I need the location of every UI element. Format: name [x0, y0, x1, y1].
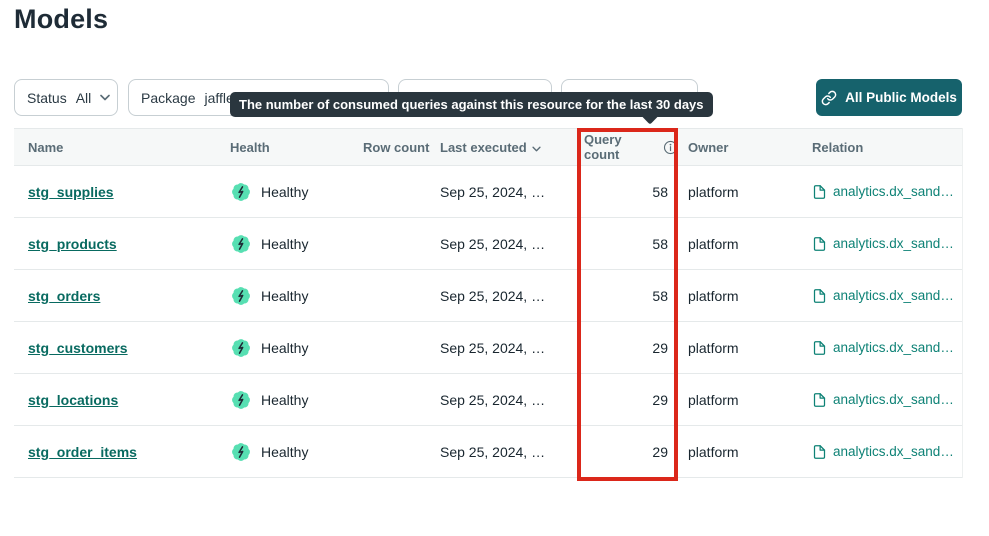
relation-link[interactable]: analytics.dx_sand… [833, 184, 954, 199]
sort-chevron-icon [532, 146, 541, 152]
header-name: Name [28, 139, 64, 155]
query-count-tooltip: The number of consumed queries against t… [230, 92, 713, 117]
status-filter-label: Status [27, 89, 67, 106]
model-name-link[interactable]: stg_orders [28, 287, 101, 304]
last-executed-value: Sep 25, 2024, … [440, 391, 546, 408]
query-count-value: 29 [652, 443, 668, 460]
health-status-label: Healthy [261, 391, 309, 408]
header-last-executed-label: Last executed [440, 139, 527, 155]
relation-link[interactable]: analytics.dx_sand… [833, 340, 954, 355]
model-name-link[interactable]: stg_supplies [28, 183, 114, 200]
health-badge-icon [230, 233, 252, 255]
document-icon [812, 236, 827, 252]
query-count-value: 58 [652, 287, 668, 304]
relation-link[interactable]: analytics.dx_sand… [833, 392, 954, 407]
owner-value: platform [688, 183, 739, 200]
table-body: stg_supplies Healthy Sep 25, 2024, … 58 … [14, 166, 962, 478]
health-badge-icon [230, 285, 252, 307]
health-badge-icon [230, 181, 252, 203]
document-icon [812, 184, 827, 200]
table-row: stg_products Healthy Sep 25, 2024, … 58 … [14, 218, 962, 270]
table-row: stg_supplies Healthy Sep 25, 2024, … 58 … [14, 166, 962, 218]
relation-link[interactable]: analytics.dx_sand… [833, 288, 954, 303]
relation-link[interactable]: analytics.dx_sand… [833, 444, 954, 459]
model-name-link[interactable]: stg_customers [28, 339, 128, 356]
header-row-count: Row count [363, 139, 430, 155]
header-owner: Owner [688, 139, 729, 155]
header-last-executed[interactable]: Last executed [440, 140, 584, 155]
owner-value: platform [688, 287, 739, 304]
status-filter-value: All [75, 89, 92, 106]
header-query-count-label: Query count [584, 132, 622, 162]
all-public-models-label: All Public Models [845, 90, 957, 105]
owner-value: platform [688, 235, 739, 252]
model-name-link[interactable]: stg_order_items [28, 443, 137, 460]
health-status-label: Healthy [261, 287, 309, 304]
status-filter[interactable]: Status All [14, 79, 118, 116]
health-badge-icon [230, 441, 252, 463]
model-name-link[interactable]: stg_locations [28, 391, 119, 408]
document-icon [812, 392, 827, 408]
health-status-label: Healthy [261, 443, 309, 460]
page-title: Models [14, 4, 109, 34]
document-icon [812, 288, 827, 304]
table-row: stg_orders Healthy Sep 25, 2024, … 58 pl… [14, 270, 962, 322]
owner-value: platform [688, 339, 739, 356]
header-relation: Relation [812, 139, 864, 155]
relation-link[interactable]: analytics.dx_sand… [833, 236, 954, 251]
last-executed-value: Sep 25, 2024, … [440, 443, 546, 460]
table-row: stg_customers Healthy Sep 25, 2024, … 29… [14, 322, 962, 374]
table-row: stg_order_items Healthy Sep 25, 2024, … … [14, 426, 962, 478]
query-count-value: 29 [652, 339, 668, 356]
last-executed-value: Sep 25, 2024, … [440, 183, 546, 200]
chevron-down-icon [100, 94, 111, 101]
owner-value: platform [688, 443, 739, 460]
link-icon [821, 90, 837, 106]
table-row: stg_locations Healthy Sep 25, 2024, … 29… [14, 374, 962, 426]
owner-value: platform [688, 391, 739, 408]
last-executed-value: Sep 25, 2024, … [440, 235, 546, 252]
model-name-link[interactable]: stg_products [28, 235, 117, 252]
header-health: Health [230, 139, 270, 155]
health-badge-icon [230, 389, 252, 411]
models-table: Name Health Row count Last executed Quer… [14, 128, 963, 478]
all-public-models-button[interactable]: All Public Models [816, 79, 962, 116]
query-count-value: 58 [652, 183, 668, 200]
document-icon [812, 340, 827, 356]
tooltip-text: The number of consumed queries against t… [239, 97, 704, 112]
health-status-label: Healthy [261, 235, 309, 252]
document-icon [812, 444, 827, 460]
last-executed-value: Sep 25, 2024, … [440, 287, 546, 304]
query-count-value: 29 [652, 391, 668, 408]
info-icon[interactable] [663, 140, 678, 155]
table-header-row: Name Health Row count Last executed Quer… [14, 128, 962, 166]
health-status-label: Healthy [261, 339, 309, 356]
health-status-label: Healthy [261, 183, 309, 200]
health-badge-icon [230, 337, 252, 359]
last-executed-value: Sep 25, 2024, … [440, 339, 546, 356]
header-query-count: Query count [584, 132, 678, 162]
query-count-value: 58 [652, 235, 668, 252]
package-filter-label: Package [141, 89, 196, 106]
